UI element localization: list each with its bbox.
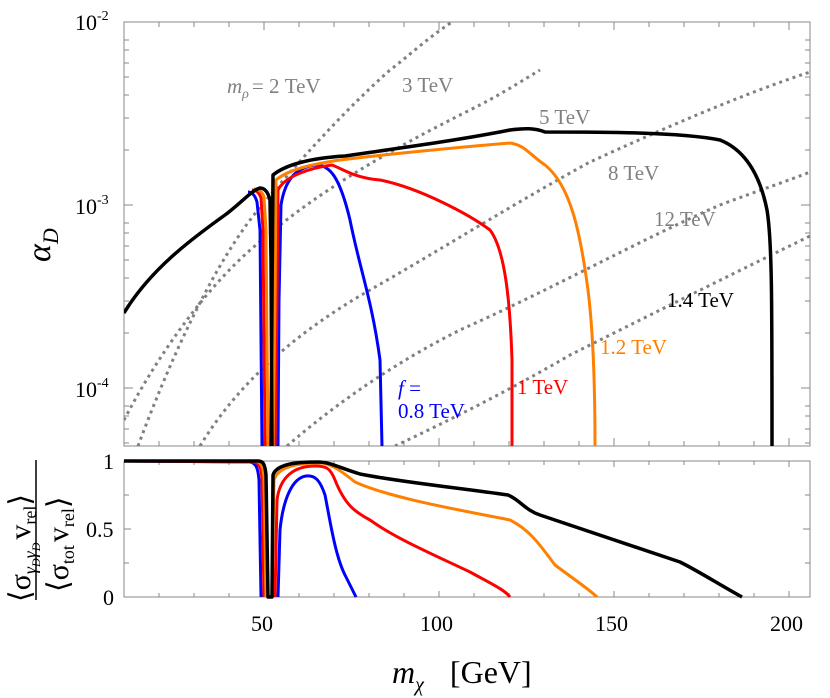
curve-f-1.4 xyxy=(124,126,774,446)
ratio-curves xyxy=(124,459,743,599)
ratio-f-1.4 xyxy=(124,459,743,599)
svg-text:αD: αD xyxy=(21,228,63,262)
top-y-ticks xyxy=(124,39,810,444)
mrho-2-line xyxy=(136,22,453,446)
mrho-12-line xyxy=(394,234,810,446)
mrho-8-label: 8 TeV xyxy=(608,161,659,185)
x-tick-150: 150 xyxy=(595,611,628,636)
top-panel: 10-2 10-3 10-4 αD mρ = 2 TeV xyxy=(21,9,811,447)
svg-text:⟨σγDγDvrel⟩: ⟨σγDγDvrel⟩ xyxy=(4,494,43,602)
mrho-2-label: mρ = 2 TeV xyxy=(227,74,321,102)
f-label-1.2: 1.2 TeV xyxy=(600,335,667,359)
y-tick-0.5: 0.5 xyxy=(86,517,114,542)
y-tick-1e-2: 10-2 xyxy=(75,9,109,35)
mrho-12-label: 12 TeV xyxy=(654,207,716,231)
f-label-line1: f = xyxy=(398,376,421,400)
svg-text:⟨σtotvrel⟩: ⟨σtotvrel⟩ xyxy=(42,496,78,592)
y-tick-0: 0 xyxy=(103,585,114,610)
y-axis-title-bottom: ⟨σγDγDvrel⟩ ⟨σtotvrel⟩ xyxy=(4,460,78,602)
x-tick-200: 200 xyxy=(770,611,803,636)
x-axis-title: mχ [GeV] xyxy=(392,654,532,696)
f-curves xyxy=(124,126,774,446)
x-tick-50: 50 xyxy=(251,611,273,636)
y-tick-1e-3: 10-3 xyxy=(75,193,109,219)
y-tick-1e-4: 10-4 xyxy=(75,376,109,402)
bottom-panel: 1 0.5 0 ⟨σγDγDvrel⟩ ⟨σtotvrel⟩ 50 100 15… xyxy=(4,449,811,696)
bottom-y-ticks xyxy=(124,494,810,564)
f-label-1: 1 TeV xyxy=(517,375,568,399)
f-label-0.8: 0.8 TeV xyxy=(398,399,465,423)
mrho-3-label: 3 TeV xyxy=(402,73,453,97)
top-x-ticks xyxy=(158,22,790,446)
y-tick-1: 1 xyxy=(103,449,114,474)
bottom-plot-frame xyxy=(123,460,811,598)
curve-f-0.8 xyxy=(247,163,384,446)
f-label-1.4: 1.4 TeV xyxy=(667,288,734,312)
y-axis-title-top: αD xyxy=(21,228,63,262)
mrho-dotted-lines xyxy=(124,22,810,446)
mrho-8-line xyxy=(286,170,810,446)
x-tick-100: 100 xyxy=(420,611,453,636)
mrho-5-label: 5 TeV xyxy=(539,105,590,129)
